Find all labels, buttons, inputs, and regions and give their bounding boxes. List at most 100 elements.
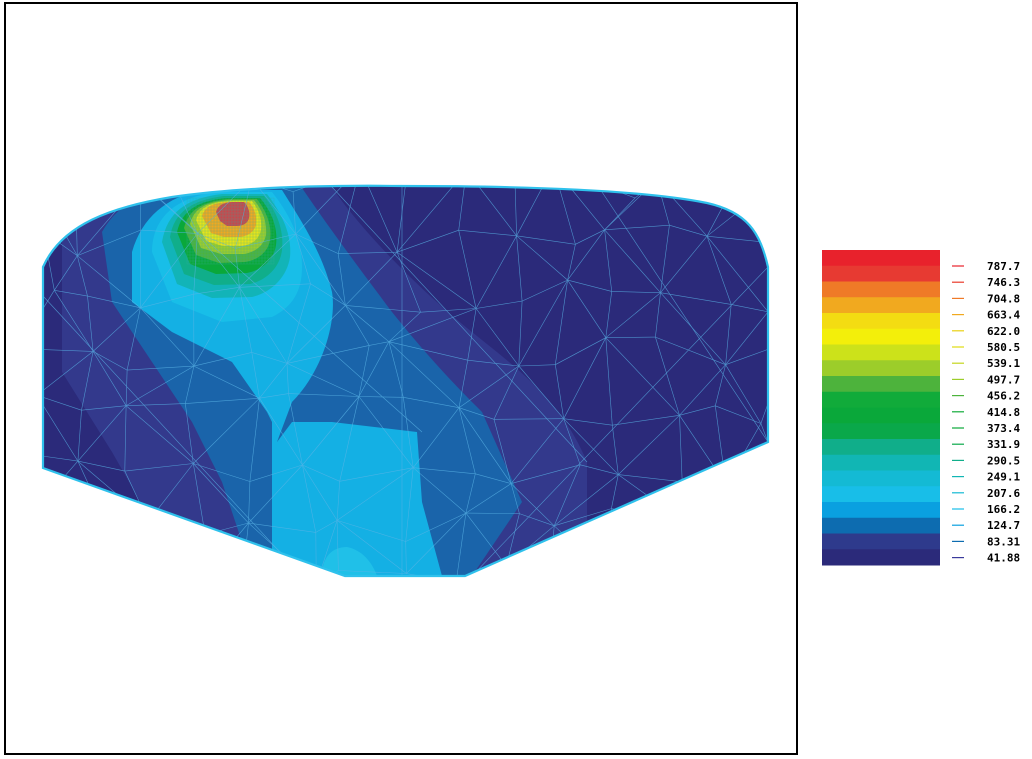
mesh-edge [388,341,460,408]
mesh-edge [77,255,141,309]
mesh-edge [774,184,784,244]
mesh-edge [295,233,346,306]
mesh-edge [518,301,523,367]
mesh-edge [516,235,523,302]
mesh-edge [405,541,407,574]
mesh-edge [336,467,414,521]
mesh-edge [248,464,303,524]
legend-band-14 [822,470,940,487]
mesh-edge [243,579,317,584]
legend-tick-label-12: 290.5 [987,454,1020,467]
mesh-edge [77,460,125,472]
mesh-edge [82,521,149,576]
mesh-edge [77,410,82,462]
mesh-edge [679,415,683,482]
mesh-edge [302,464,317,533]
mesh-edge [339,396,360,482]
mesh-edge [706,236,732,305]
mesh-edge [458,185,467,231]
contour-plot [21,167,784,596]
mesh-edge [124,405,127,472]
mesh-edge [43,510,108,527]
mesh-edge [715,364,726,406]
mesh-edge [204,534,209,572]
mesh-edge [83,578,147,596]
legend-tick-label-6: 539.1 [987,357,1020,370]
mesh-edge [185,397,260,404]
mesh-edge [611,508,689,526]
mesh-edge [27,510,35,590]
mesh-edge [760,423,768,480]
mesh-edge [295,185,361,235]
mesh-edge [87,295,141,309]
legend-band-10 [822,407,940,424]
mesh-edge [465,473,476,514]
mesh-edge [679,364,726,416]
mesh-edge [360,168,407,173]
mesh-edge [239,287,288,364]
legend-band-0 [822,250,940,267]
mesh-edge [493,418,564,420]
legend-tick-label-0: 787.7 [987,260,1020,273]
legend-tick-label-10: 373.4 [987,422,1020,435]
legend-band-15 [822,486,940,503]
mesh-edge [725,484,766,531]
mesh-edge [406,512,467,574]
mesh-edge [396,185,467,253]
mesh-edge [493,419,512,484]
legend-band-17 [822,517,940,534]
mesh-edge [555,364,564,419]
mesh-edge [465,512,507,567]
mesh-edge [519,513,555,527]
mesh-edge [345,305,390,342]
mesh-edge [731,304,768,313]
mesh-edge [465,512,520,514]
mesh-edge [611,474,619,509]
mesh-edge [567,244,576,281]
mesh-edge [140,293,194,309]
mesh-edge [43,295,303,576]
mesh-edge [251,352,260,399]
plot-frame [4,2,798,755]
mesh-edge [655,337,680,416]
mesh-edge [725,304,732,365]
mesh-edge [396,251,477,309]
mesh-edge [259,363,288,399]
color-legend: 787.7 746.3 704.8 663.4 622.0 580.5 539.1 497.7… [822,250,1032,570]
mesh-edge [75,173,140,182]
mesh-edge [611,291,661,293]
mesh-edge [21,395,37,453]
mesh-edge [193,463,206,535]
mesh-edge [475,235,517,309]
mesh-edge [563,418,619,475]
mesh-edge [193,352,252,367]
mesh-edge [239,283,311,288]
mesh-edge [193,287,240,367]
mesh-edge [193,463,250,482]
mesh-edge [515,167,553,182]
mesh-edge [288,393,303,466]
mesh-edge [518,279,568,367]
legend-band-11 [822,423,940,440]
legend-tick-label-1: 746.3 [987,276,1020,289]
mesh-edge [563,418,581,465]
mesh-edge [43,510,83,576]
mesh-edge [358,341,390,397]
mesh-edge [725,364,762,424]
mesh-edge [259,393,289,399]
mesh-edge [458,360,468,408]
mesh-edge [567,279,612,292]
mesh-edge [553,185,605,230]
mesh-edge [338,570,407,574]
legend-band-19 [822,549,940,566]
mesh-edge [358,396,414,468]
mesh-edge [315,520,338,533]
mesh-edge [43,290,55,349]
mesh-edge [605,291,612,338]
mesh-edge [43,395,82,411]
mesh-edge [336,520,407,574]
mesh-edge [358,345,370,397]
mesh-edge [336,520,339,571]
mesh-edge [476,300,523,309]
mesh-edge [516,185,554,236]
